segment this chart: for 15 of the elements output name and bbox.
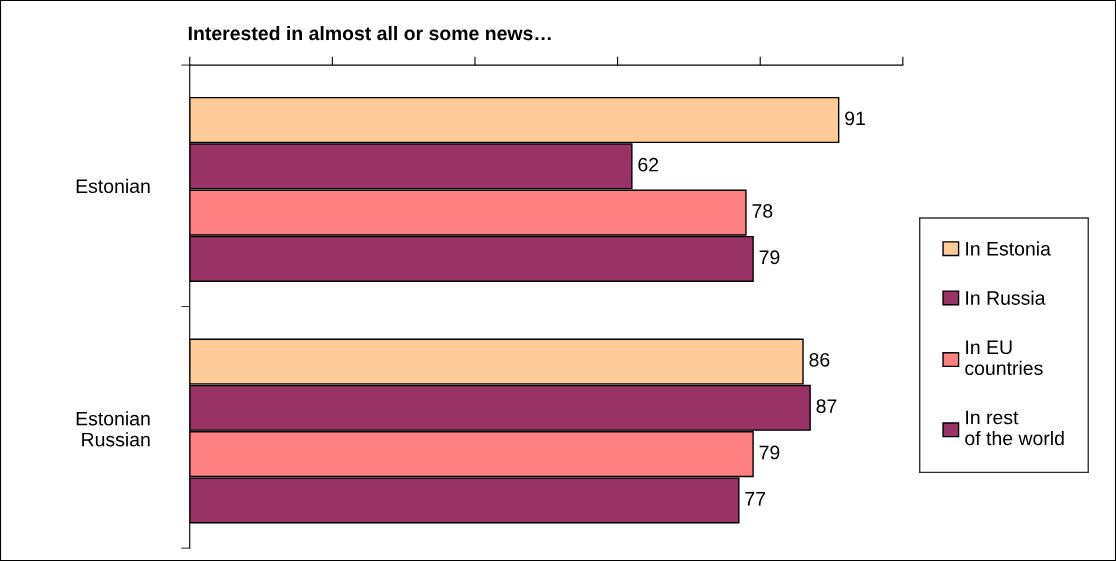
data-label: 86: [809, 352, 830, 367]
legend-label: In Estonia: [966, 241, 1051, 256]
data-label: 78: [752, 204, 773, 218]
y-tick-label: Estonian: [76, 178, 150, 194]
y-tick-label: Estonian Russian: [76, 411, 150, 447]
data-label: 77: [745, 492, 766, 506]
legend-label: In Russia: [966, 290, 1046, 305]
data-label: 79: [759, 445, 780, 460]
data-label: 62: [638, 157, 659, 172]
chart-title: Interested in almost all or some news…: [188, 25, 551, 41]
data-label: 91: [845, 111, 865, 126]
legend-label: In rest of the world: [965, 410, 1064, 446]
data-label: 79: [759, 250, 780, 265]
data-label: 87: [816, 399, 837, 414]
legend-label: In EU countries: [965, 340, 1043, 376]
